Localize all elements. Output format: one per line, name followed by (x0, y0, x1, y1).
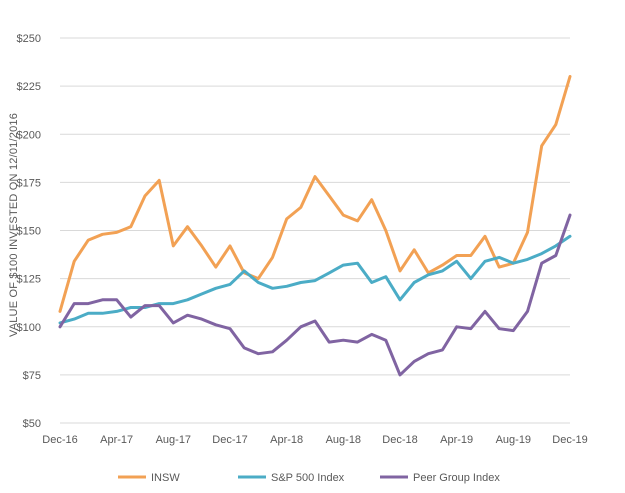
x-tick-label: Dec-18 (382, 434, 417, 446)
series-line-s-p-500-index (58, 234, 572, 325)
x-tick-label: Dec-19 (552, 434, 587, 446)
x-tick-label: Dec-17 (212, 434, 247, 446)
x-axis-ticks: Dec-16 Apr-17 Aug-17 Dec-17 Apr-18 Aug-18 Dec-… (42, 434, 587, 446)
y-axis-label: VALUE OF $100 INVESTED ON 12/01/2016 (8, 113, 20, 337)
legend-label: Peer Group Index (413, 472, 500, 484)
y-tick-label: $100 (17, 322, 41, 334)
x-tick-label: Aug-17 (156, 434, 191, 446)
gridlines (60, 37, 570, 424)
x-tick-label: Apr-18 (270, 434, 303, 446)
y-tick-label: $200 (17, 129, 41, 141)
series-lines (58, 75, 572, 377)
x-tick-label: Apr-17 (100, 434, 133, 446)
legend-item: Peer Group Index (380, 472, 500, 484)
y-tick-label: $75 (23, 370, 41, 382)
y-axis-ticks: $50 $75 $100 $125 $150 $175 $200 $225 $250 (17, 33, 41, 430)
x-tick-label: Dec-16 (42, 434, 77, 446)
x-tick-label: Aug-18 (326, 434, 361, 446)
series-line-peer-group-index (58, 213, 572, 377)
y-tick-label: $225 (17, 81, 41, 93)
legend-item: INSW (118, 472, 180, 484)
legend-label: INSW (151, 472, 180, 484)
y-tick-label: $150 (17, 226, 41, 238)
x-tick-label: Apr-19 (440, 434, 473, 446)
y-tick-label: $50 (23, 418, 41, 430)
legend-label: S&P 500 Index (271, 472, 345, 484)
x-tick-label: Aug-19 (496, 434, 531, 446)
legend-item: S&P 500 Index (238, 472, 345, 484)
y-tick-label: $125 (17, 274, 41, 286)
series-line-insw (58, 75, 572, 313)
legend: INSW S&P 500 Index Peer Group Index (118, 472, 500, 484)
y-tick-label: $250 (17, 33, 41, 45)
y-tick-label: $175 (17, 177, 41, 189)
